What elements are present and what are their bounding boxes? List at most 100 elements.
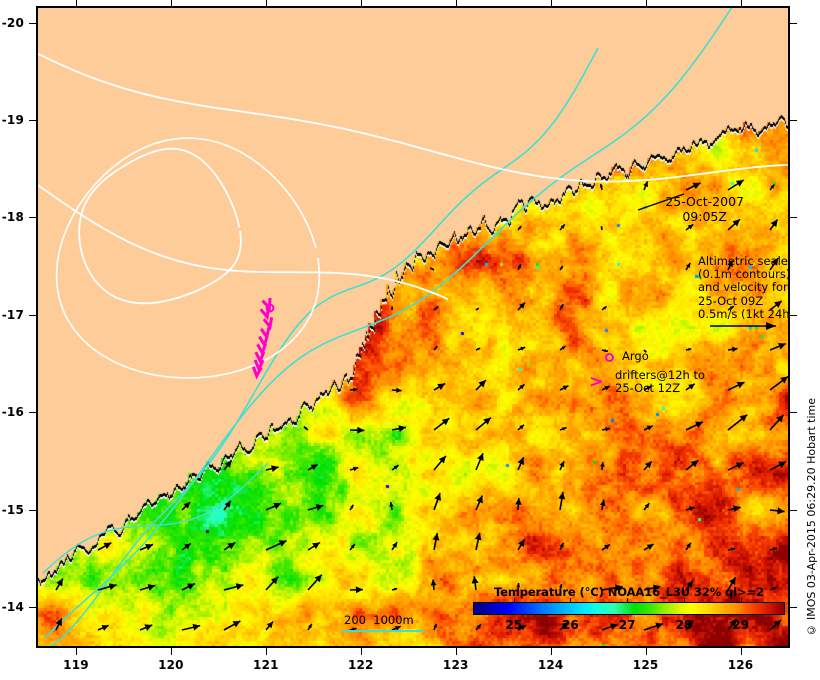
velocity-arrow-head	[350, 544, 355, 549]
y-axis-label: -20	[1, 15, 24, 30]
velocity-arrow-head	[394, 625, 401, 631]
velocity-arrow-head	[777, 342, 786, 350]
velocity-arrow-head	[614, 584, 623, 592]
velocity-arrow-head	[600, 462, 605, 467]
velocity-arrow-head	[389, 502, 394, 507]
velocity-arrow-head	[145, 543, 153, 551]
velocity-arrow-head	[686, 580, 694, 588]
x-axis-tick	[360, 648, 362, 655]
velocity-arrow-head	[561, 346, 566, 350]
bathymetry-scale-line	[342, 630, 424, 632]
y-axis-tick	[29, 314, 36, 316]
velocity-arrow-head	[599, 183, 604, 188]
colorbar-tick	[570, 598, 572, 603]
x-axis-tick	[75, 0, 77, 6]
x-axis-label: 121	[253, 658, 279, 672]
velocity-arrow-head	[227, 542, 236, 550]
velocity-arrow-head	[55, 618, 62, 627]
velocity-arrow-head	[224, 500, 231, 508]
x-axis-label: 123	[442, 658, 469, 672]
velocity-arrow-head	[686, 542, 691, 549]
bathymetry-scale-label: 200 1000m	[344, 613, 414, 627]
velocity-arrow-head	[430, 579, 437, 586]
velocity-arrow-head	[434, 493, 442, 501]
velocity-arrow-head	[687, 224, 694, 230]
velocity-arrow-head	[471, 576, 479, 584]
velocity-arrow-head	[108, 583, 117, 591]
x-axis-tick	[455, 0, 457, 6]
velocity-arrow-head	[192, 623, 201, 631]
y-axis-tick	[790, 22, 797, 24]
drifter-track-chevron	[259, 306, 270, 321]
y-axis-tick	[29, 412, 36, 414]
colorbar: Temperature (°C) NOAA16_L3U 32% ql>=2 25…	[473, 585, 785, 632]
velocity-arrow-head	[695, 421, 703, 429]
velocity-arrow-head	[727, 260, 733, 267]
colorbar-tick	[513, 598, 515, 603]
colorbar-tick-label: 25	[505, 618, 523, 632]
datetime-leader-line	[637, 193, 685, 211]
drifter-track-chevron	[251, 366, 263, 380]
x-axis-tick	[550, 0, 552, 6]
velocity-arrow-head	[771, 257, 779, 266]
velocity-arrow-head	[476, 495, 483, 504]
x-axis-label: 125	[632, 658, 659, 672]
velocity-arrow-head	[560, 265, 563, 269]
velocity-arrow-head	[147, 584, 156, 591]
y-axis-label: -18	[1, 210, 24, 225]
velocity-arrow-head	[391, 306, 394, 309]
velocity-arrow-head	[690, 460, 699, 468]
velocity-arrow-head	[478, 380, 486, 388]
velocity-arrow-head	[643, 181, 648, 188]
overlay-vector-layer	[38, 8, 788, 646]
velocity-arrow-head	[519, 424, 525, 430]
velocity-arrow-head	[278, 540, 287, 547]
x-axis-tick	[645, 648, 647, 655]
x-axis-tick	[265, 648, 267, 655]
y-axis-label: -15	[1, 502, 24, 517]
velocity-arrow-head	[559, 461, 565, 468]
velocity-arrow-head	[520, 346, 526, 351]
drifter-track-chevron	[254, 351, 266, 365]
drifters-legend-label: drifters@12h to 25-Oct 12Z	[615, 368, 705, 396]
velocity-arrow-head	[396, 387, 402, 393]
velocity-arrow-head	[687, 348, 692, 351]
bathymetry-contour-1000m	[49, 47, 599, 646]
y-axis-tick	[790, 217, 797, 219]
colorbar-tick-label: 29	[732, 618, 749, 632]
velocity-arrow-head	[433, 623, 437, 628]
velocity-arrow-head	[605, 427, 610, 432]
x-axis-label: 126	[727, 658, 754, 672]
velocity-arrow-head	[558, 491, 566, 500]
map-plot-area: 25-Oct-2007 09:05Z Altimetric sealevel (…	[36, 6, 790, 648]
argo-legend-label: Argo	[622, 349, 649, 363]
velocity-arrow-head	[560, 224, 565, 229]
colorbar-tick	[627, 598, 629, 603]
velocity-arrow-head	[774, 300, 782, 308]
velocity-arrow-head	[735, 462, 744, 469]
velocity-arrow-head	[646, 544, 654, 550]
velocity-arrow-head	[56, 578, 63, 587]
velocity-arrow-head	[599, 499, 606, 506]
velocity-arrow-head	[644, 350, 647, 353]
x-axis-tick	[740, 648, 742, 655]
velocity-arrow-head	[273, 502, 282, 510]
velocity-arrow-head	[562, 427, 567, 431]
drifter-track-chevron	[256, 343, 267, 357]
velocity-arrow-head	[770, 219, 778, 228]
x-axis-tick	[645, 0, 647, 6]
velocity-arrow-head	[357, 426, 365, 434]
x-axis-label: 120	[158, 658, 184, 672]
velocity-arrow-head	[733, 505, 741, 513]
velocity-arrow-head	[729, 577, 736, 585]
velocity-arrow-head	[686, 620, 694, 628]
velocity-arrow-head	[646, 425, 653, 431]
velocity-arrow-head	[355, 586, 363, 594]
velocity-arrow-head	[314, 574, 322, 583]
velocity-arrow-head	[559, 304, 564, 309]
x-axis-label: 119	[63, 658, 89, 672]
x-axis-tick	[265, 0, 267, 6]
velocity-arrow-head	[736, 382, 745, 389]
velocity-arrow-head	[477, 453, 484, 462]
